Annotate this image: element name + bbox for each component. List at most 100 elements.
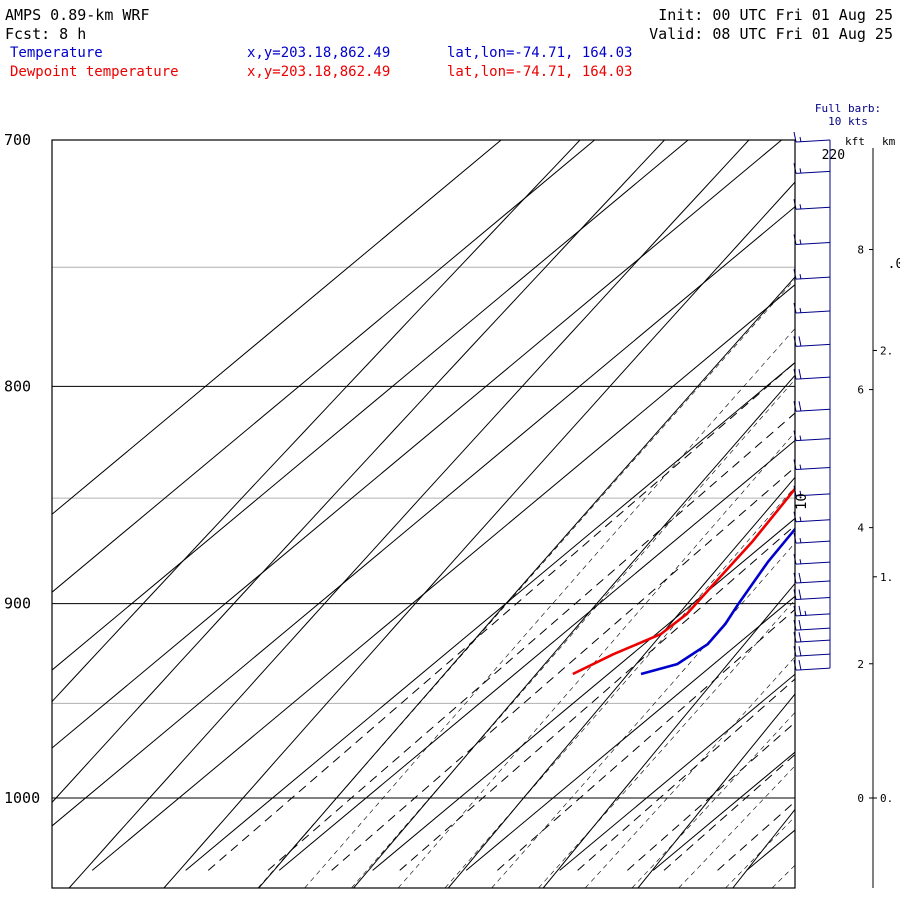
mixing-ratio-line bbox=[399, 524, 795, 871]
pressure-label: 700 bbox=[4, 131, 31, 149]
barb-flag bbox=[798, 619, 802, 631]
barb-flag bbox=[798, 605, 802, 616]
dewpoint-legend-label: Dewpoint temperature bbox=[10, 64, 179, 80]
isotherm-line bbox=[840, 113, 900, 870]
wind-barb bbox=[795, 467, 831, 471]
km-label: 1. bbox=[880, 571, 893, 584]
plot-frame bbox=[51, 139, 796, 889]
isotherm-line bbox=[746, 829, 795, 871]
wind-barb bbox=[795, 627, 831, 631]
isotherm-line bbox=[652, 751, 795, 871]
wind-barb bbox=[795, 408, 831, 412]
moist-adiabat-line bbox=[866, 114, 900, 889]
mixing-ratio-line bbox=[627, 721, 795, 871]
km-label: 0. bbox=[880, 792, 893, 805]
wind-barb bbox=[795, 653, 831, 657]
barb-flag bbox=[798, 646, 802, 657]
isotherm-line bbox=[372, 517, 795, 871]
isotherm-line bbox=[52, 206, 795, 827]
moist-adiabat-line bbox=[631, 712, 795, 888]
barb-legend-title: Full barb: bbox=[815, 102, 881, 115]
wind-barb bbox=[795, 242, 831, 246]
km-label: 2. bbox=[880, 344, 893, 357]
moist-adiabat-line bbox=[257, 278, 795, 888]
lcl-label: 10 bbox=[794, 493, 810, 510]
dry-adiabat-line bbox=[163, 181, 795, 888]
wind-barb bbox=[795, 493, 831, 497]
dry-adiabat-labels: 220230240250260270280290300 bbox=[820, 147, 846, 165]
barb-flag bbox=[798, 632, 802, 643]
wind-barb bbox=[795, 540, 831, 544]
wind-barb bbox=[795, 613, 831, 617]
temperature-profile bbox=[640, 527, 795, 676]
isotherm-line bbox=[52, 140, 783, 749]
minor-pressure-lines bbox=[52, 266, 795, 704]
wind-barb bbox=[795, 376, 831, 380]
barb-half-flag bbox=[804, 610, 807, 616]
moist-adiabat-line bbox=[584, 656, 795, 888]
height-axis: 8 6 4 2 0 2. 1. 0. bbox=[857, 148, 893, 888]
mixing-ratio-line bbox=[207, 361, 795, 871]
dry-adiabat-line bbox=[637, 693, 795, 888]
km-axis-title: km bbox=[882, 135, 896, 148]
wind-barb bbox=[795, 343, 831, 347]
barb-flag bbox=[798, 572, 802, 584]
model-title: AMPS 0.89-km WRF bbox=[5, 6, 150, 24]
wind-barb bbox=[795, 596, 831, 600]
wind-barb bbox=[795, 667, 831, 671]
isotherm-line bbox=[465, 595, 795, 871]
isotherm-line bbox=[91, 284, 795, 871]
dry-adiabats bbox=[52, 114, 900, 889]
barb-half-flag bbox=[799, 464, 802, 470]
isotherm-line bbox=[559, 673, 795, 871]
moist-adiabat-line bbox=[444, 486, 795, 888]
barb-half-flag bbox=[799, 168, 802, 174]
wind-barb bbox=[795, 580, 831, 584]
valid-time: Valid: 08 UTC Fri 01 Aug 25 bbox=[649, 25, 893, 43]
barb-legend-units: 10 kts bbox=[828, 115, 868, 128]
moist-adiabat-line bbox=[538, 599, 795, 888]
dry-adiabat-line bbox=[828, 114, 900, 889]
barb-flag bbox=[798, 368, 802, 380]
wind-barb bbox=[795, 639, 831, 643]
init-time: Init: 00 UTC Fri 01 Aug 25 bbox=[658, 6, 893, 24]
wind-barb bbox=[795, 139, 831, 143]
barb-flag bbox=[798, 659, 802, 671]
kft-label: 4 bbox=[857, 522, 864, 535]
isotherm-line bbox=[52, 140, 596, 593]
dry-adiabat-line bbox=[68, 140, 750, 888]
barb-flag bbox=[798, 401, 802, 412]
kft-label: 2 bbox=[857, 658, 864, 671]
kft-axis-title: kft bbox=[845, 135, 865, 148]
pressure-label: 800 bbox=[4, 377, 31, 395]
wind-barb bbox=[795, 519, 831, 523]
barb-flag bbox=[798, 336, 802, 347]
temperature-xy: x,y=203.18,862.49 bbox=[247, 45, 390, 61]
moist-adiabat-line bbox=[397, 431, 795, 888]
wind-barbs bbox=[793, 131, 831, 671]
barb-half-flag bbox=[799, 239, 802, 245]
kft-label: 6 bbox=[857, 384, 864, 397]
barb-half-flag bbox=[799, 136, 802, 143]
dewpoint-latlon: lat,lon=-74.71, 164.03 bbox=[447, 64, 632, 80]
mixing-ratio-labels: .05.1.2.412346 bbox=[888, 257, 900, 272]
mixing-ratio-line bbox=[267, 412, 795, 871]
dry-adiabat-line bbox=[52, 140, 581, 703]
dry-adiabat-line bbox=[353, 374, 795, 888]
barb-half-flag bbox=[799, 516, 802, 522]
isotherm-line bbox=[185, 361, 795, 871]
barb-half-flag bbox=[799, 204, 802, 210]
dry-adiabat-label: 220 bbox=[822, 148, 845, 163]
moist-adiabat-line bbox=[819, 114, 900, 889]
pressure-lines bbox=[52, 139, 795, 799]
temperature-legend-label: Temperature bbox=[10, 45, 103, 61]
barb-half-flag bbox=[799, 307, 802, 314]
isotherm-line bbox=[278, 439, 795, 871]
temperature-latlon: lat,lon=-74.71, 164.03 bbox=[447, 45, 632, 61]
barb-half-flag bbox=[799, 490, 802, 496]
wind-barb bbox=[795, 561, 831, 565]
forecast-hour: Fcst: 8 h bbox=[5, 25, 86, 43]
moist-adiabat-line bbox=[351, 379, 795, 888]
dewpoint-profile bbox=[572, 486, 795, 676]
moist-adiabat-line bbox=[491, 542, 795, 888]
